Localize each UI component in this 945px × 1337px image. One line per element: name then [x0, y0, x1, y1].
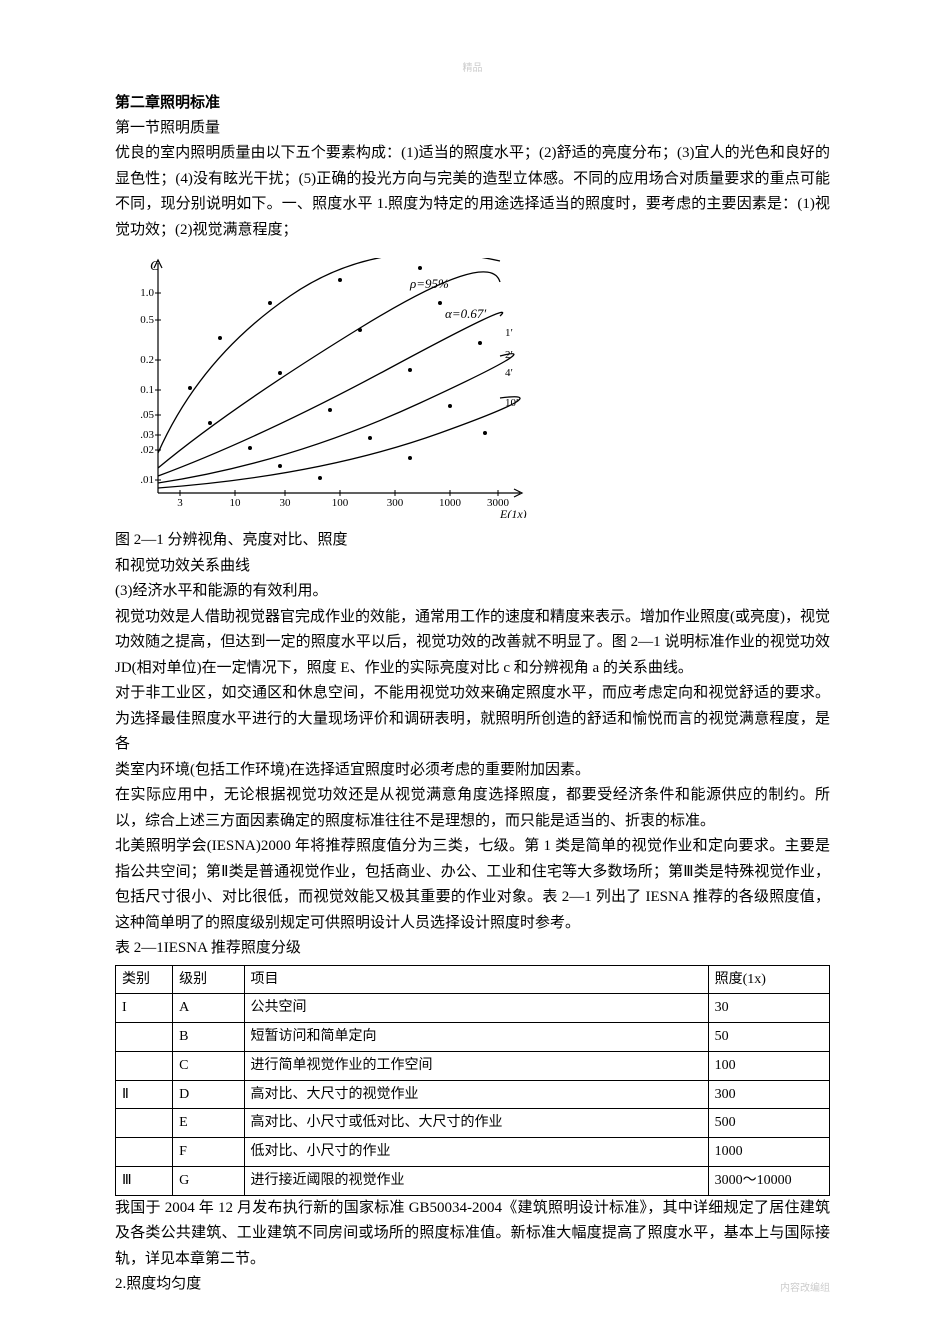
figure-caption-1: 图 2—1 分辨视角、亮度对比、照度	[115, 528, 830, 554]
annotation-alpha: α=0.67′	[445, 306, 486, 321]
table-row: B 短暂访问和简单定向 50	[116, 1023, 830, 1052]
cell-category	[116, 1023, 173, 1052]
paragraph-9: 2.照度均匀度	[115, 1272, 830, 1298]
y-axis-label: C	[150, 259, 160, 274]
cell-lux: 300	[708, 1080, 829, 1109]
header-category: 类别	[116, 965, 173, 994]
svg-text:1′: 1′	[505, 327, 513, 339]
svg-text:0.5: 0.5	[140, 314, 154, 326]
cell-category	[116, 1051, 173, 1080]
chapter-title: 第二章照明标准	[115, 90, 830, 116]
svg-text:3: 3	[177, 497, 183, 509]
table-row: Ⅱ D 高对比、大尺寸的视觉作业 300	[116, 1080, 830, 1109]
cell-level: G	[173, 1167, 244, 1196]
svg-text:1000: 1000	[439, 497, 462, 509]
cell-level: E	[173, 1109, 244, 1138]
svg-text:30: 30	[280, 497, 292, 509]
paragraph-1: 优良的室内照明质量由以下五个要素构成：(1)适当的照度水平；(2)舒适的亮度分布…	[115, 141, 830, 243]
figure-caption-2: 和视觉功效关系曲线	[115, 554, 830, 580]
section-title: 第一节照明质量	[115, 116, 830, 142]
table-row: E 高对比、小尺寸或低对比、大尺寸的作业 500	[116, 1109, 830, 1138]
table-row: I A 公共空间 30	[116, 994, 830, 1023]
cell-lux: 100	[708, 1051, 829, 1080]
paragraph-3: 视觉功效是人借助视觉器官完成作业的效能，通常用工作的速度和精度来表示。增加作业照…	[115, 605, 830, 682]
table-header-row: 类别 级别 项目 照度(1x)	[116, 965, 830, 994]
cell-lux: 50	[708, 1023, 829, 1052]
svg-text:0.2: 0.2	[140, 354, 154, 366]
svg-text:0.1: 0.1	[140, 384, 154, 396]
cell-category	[116, 1138, 173, 1167]
footer-watermark: 内容改编组	[780, 1280, 830, 1297]
cell-item: 短暂访问和简单定向	[244, 1023, 708, 1052]
cell-level: D	[173, 1080, 244, 1109]
cell-category: Ⅱ	[116, 1080, 173, 1109]
cell-lux: 3000～10000	[708, 1167, 829, 1196]
table-row: F 低对比、小尺寸的作业 1000	[116, 1138, 830, 1167]
svg-text:0.02: 0.02	[140, 444, 154, 456]
svg-text:300: 300	[387, 497, 404, 509]
paragraph-6: 在实际应用中，无论根据视觉功效还是从视觉满意角度选择照度，都要受经济条件和能源供…	[115, 783, 830, 834]
cell-item: 公共空间	[244, 994, 708, 1023]
table-row: Ⅲ G 进行接近阈限的视觉作业 3000～10000	[116, 1167, 830, 1196]
cell-item: 进行简单视觉作业的工作空间	[244, 1051, 708, 1080]
chart-svg: C 1.0 0.5 0.2 0.1 0.05 0.03 0.02 0.01 3 …	[140, 258, 540, 518]
cell-level: B	[173, 1023, 244, 1052]
cell-lux: 1000	[708, 1138, 829, 1167]
curve-group	[158, 258, 520, 488]
paragraph-7: 北美照明学会(IESNA)2000 年将推荐照度值分为三类，七级。第 1 类是简…	[115, 834, 830, 936]
cell-item: 进行接近阈限的视觉作业	[244, 1167, 708, 1196]
cell-lux: 500	[708, 1109, 829, 1138]
svg-text:100: 100	[332, 497, 349, 509]
svg-text:0.03: 0.03	[140, 429, 155, 441]
svg-text:4′: 4′	[505, 367, 513, 379]
svg-text:0.01: 0.01	[140, 474, 154, 486]
paragraph-2: (3)经济水平和能源的有效利用。	[115, 579, 830, 605]
cell-level: A	[173, 994, 244, 1023]
cell-item: 高对比、小尺寸或低对比、大尺寸的作业	[244, 1109, 708, 1138]
x-axis-label: E(1x)	[499, 507, 527, 518]
paragraph-5: 类室内环境(包括工作环境)在选择适宜照度时必须考虑的重要附加因素。	[115, 758, 830, 784]
cell-item: 低对比、小尺寸的作业	[244, 1138, 708, 1167]
curve-labels: 1′ 2′ 4′ 10′	[505, 327, 518, 409]
cell-item: 高对比、大尺寸的视觉作业	[244, 1080, 708, 1109]
paragraph-4: 对于非工业区，如交通区和休息空间，不能用视觉功效来确定照度水平，而应考虑定向和视…	[115, 681, 830, 758]
cell-lux: 30	[708, 994, 829, 1023]
paragraph-8: 我国于 2004 年 12 月发布执行新的国家标准 GB50034-2004《建…	[115, 1196, 830, 1273]
table-row: C 进行简单视觉作业的工作空间 100	[116, 1051, 830, 1080]
illuminance-table: 类别 级别 项目 照度(1x) I A 公共空间 30 B 短暂访问和简单定向 …	[115, 965, 830, 1196]
table-title: 表 2—1IESNA 推荐照度分级	[115, 936, 830, 962]
svg-text:10: 10	[230, 497, 242, 509]
svg-text:0.05: 0.05	[140, 409, 155, 421]
svg-text:1.0: 1.0	[140, 287, 154, 299]
scatter-points	[188, 266, 487, 480]
header-item: 项目	[244, 965, 708, 994]
header-lux: 照度(1x)	[708, 965, 829, 994]
table-2-1: 类别 级别 项目 照度(1x) I A 公共空间 30 B 短暂访问和简单定向 …	[115, 965, 830, 1196]
cell-category: I	[116, 994, 173, 1023]
svg-text:2′: 2′	[505, 349, 513, 361]
cell-category: Ⅲ	[116, 1167, 173, 1196]
cell-level: F	[173, 1138, 244, 1167]
chart-figure-2-1: C 1.0 0.5 0.2 0.1 0.05 0.03 0.02 0.01 3 …	[140, 258, 540, 518]
cell-category	[116, 1109, 173, 1138]
header-level: 级别	[173, 965, 244, 994]
svg-text:10′: 10′	[505, 397, 518, 409]
cell-level: C	[173, 1051, 244, 1080]
header-watermark: 精品	[463, 60, 483, 77]
